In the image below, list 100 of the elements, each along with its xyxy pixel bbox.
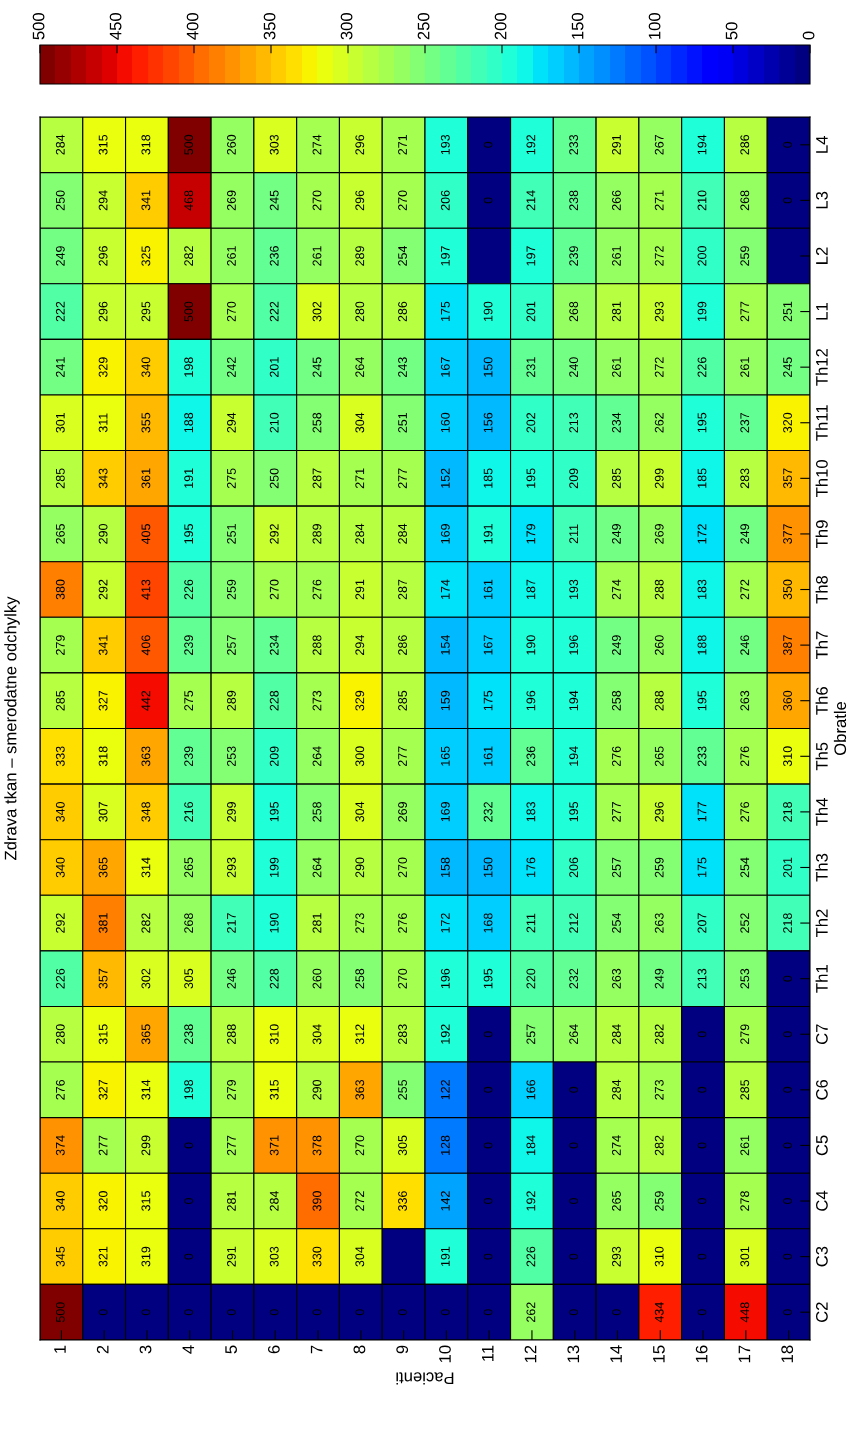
data-label: 265 (55, 524, 65, 544)
data-label: 226 (55, 968, 65, 989)
data-label: 232 (569, 968, 579, 989)
x-tick-label: 3 (139, 1345, 152, 1354)
data-label: 0 (483, 1309, 493, 1316)
data-label: 0 (697, 1198, 707, 1205)
y-tick-label: L3 (816, 191, 828, 209)
data-label: 241 (55, 357, 65, 377)
data-label: 175 (483, 690, 493, 711)
data-label: 202 (526, 412, 536, 433)
data-label: 0 (184, 1253, 194, 1260)
data-label: 122 (440, 1080, 450, 1100)
data-label: 218 (783, 802, 792, 822)
data-label: 284 (398, 523, 407, 544)
data-label: 0 (398, 1309, 407, 1316)
data-label: 261 (312, 246, 322, 266)
data-label: 278 (740, 1191, 750, 1211)
data-label: 293 (612, 1246, 621, 1267)
y-tick-label: Th2 (815, 909, 828, 938)
data-label: 299 (227, 802, 236, 822)
data-label: 177 (697, 802, 707, 822)
data-label: 357 (783, 468, 792, 489)
data-label: 291 (227, 1246, 236, 1267)
data-label: 380 (55, 579, 65, 600)
data-label: 276 (55, 1079, 65, 1100)
data-label: 0 (783, 1031, 792, 1038)
data-label: 315 (98, 134, 108, 155)
data-label: 296 (98, 246, 108, 266)
data-label: 188 (184, 412, 194, 433)
data-label: 243 (398, 357, 407, 377)
data-label: 172 (697, 524, 707, 544)
data-label: 183 (526, 802, 536, 822)
data-label: 296 (654, 802, 664, 822)
data-label: 233 (697, 746, 707, 767)
data-label: 265 (654, 746, 664, 767)
data-label: 255 (398, 1079, 407, 1100)
data-label: 0 (783, 1198, 792, 1205)
data-label: 281 (612, 301, 621, 322)
data-label: 293 (654, 301, 664, 322)
data-label: 272 (654, 246, 664, 266)
data-label: 281 (312, 913, 322, 933)
data-label: 199 (697, 301, 707, 322)
data-label: 285 (740, 1079, 750, 1100)
data-label: 341 (141, 190, 151, 211)
data-label: 249 (612, 524, 621, 544)
data-label: 200 (697, 246, 707, 266)
data-label: 340 (55, 801, 65, 822)
x-axis-title: Pacienti (396, 1372, 454, 1385)
x-tick-label: 16 (695, 1345, 708, 1363)
data-label: 299 (654, 468, 664, 489)
data-label: 378 (312, 1135, 322, 1156)
data-label: 238 (569, 190, 579, 211)
data-label: 294 (355, 635, 365, 655)
color-bar-label: 500 (32, 12, 45, 40)
data-label: 304 (355, 412, 365, 433)
data-label: 291 (355, 579, 365, 600)
data-label: 286 (398, 635, 407, 655)
color-bar-label: 350 (263, 12, 276, 40)
data-label: 387 (783, 635, 792, 656)
data-label: 261 (612, 357, 621, 377)
data-label: 169 (440, 802, 450, 822)
data-label: 214 (526, 190, 536, 211)
data-label: 500 (55, 1302, 65, 1323)
data-label: 270 (398, 857, 407, 878)
data-label: 277 (612, 802, 621, 822)
data-label: 191 (440, 1246, 450, 1267)
data-label: 231 (526, 357, 536, 377)
data-label: 276 (740, 802, 750, 822)
data-label: 0 (184, 1309, 194, 1316)
data-label: 193 (440, 134, 450, 155)
data-label: 281 (227, 1191, 236, 1211)
data-label: 0 (269, 1309, 279, 1316)
data-label: 222 (269, 301, 279, 322)
data-label: 192 (440, 1024, 450, 1044)
data-label: 267 (654, 134, 664, 155)
data-label: 259 (654, 1191, 664, 1211)
data-label: 318 (98, 746, 108, 767)
data-label: 251 (398, 412, 407, 433)
data-label: 296 (355, 134, 365, 155)
data-label: 245 (783, 357, 792, 377)
data-label: 296 (355, 190, 365, 211)
data-label: 282 (654, 1024, 664, 1045)
y-tick-label: Th3 (815, 853, 828, 882)
x-tick-label: 11 (482, 1345, 494, 1361)
data-label: 0 (569, 1086, 579, 1093)
data-label: 264 (312, 746, 322, 767)
data-label: 259 (654, 857, 664, 878)
data-label: 0 (783, 1253, 792, 1260)
data-label: 142 (440, 1191, 450, 1211)
y-tick-label: Th5 (815, 742, 828, 771)
data-label: 336 (398, 1191, 407, 1211)
data-label: 0 (783, 1309, 792, 1316)
data-label: 253 (227, 746, 236, 767)
data-label: 234 (612, 412, 621, 433)
data-label: 249 (55, 246, 65, 266)
data-label: 299 (141, 1135, 151, 1156)
data-label: 190 (269, 913, 279, 933)
y-tick-label: L2 (816, 247, 828, 264)
data-label: 286 (398, 301, 407, 322)
data-label: 0 (697, 1031, 707, 1038)
